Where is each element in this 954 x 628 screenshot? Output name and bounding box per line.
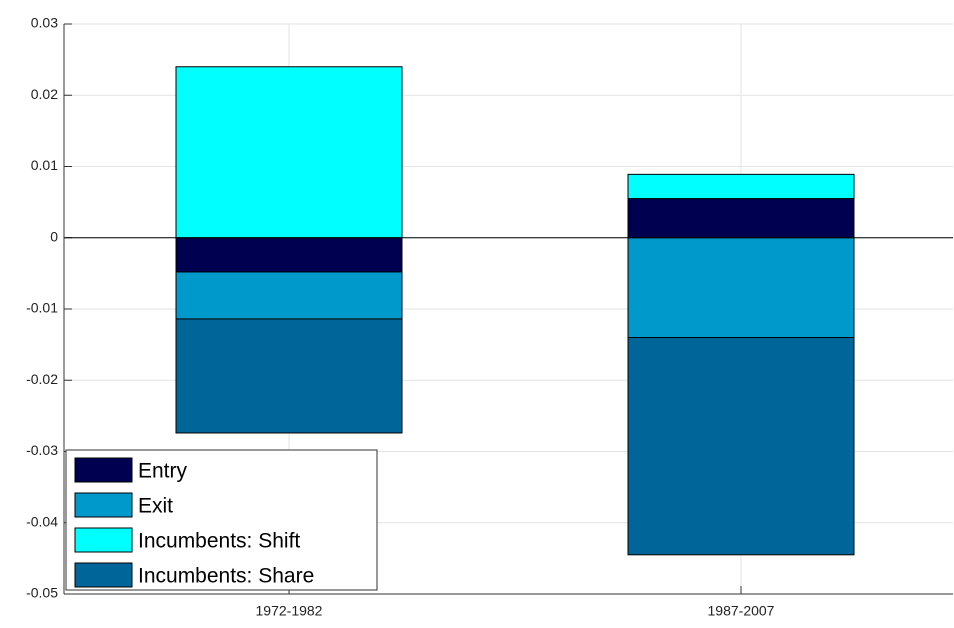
legend-label: Incumbents: Share [138, 565, 314, 588]
legend-swatch [74, 527, 133, 553]
legend-swatch [74, 562, 133, 588]
legend-swatch [74, 492, 133, 518]
bar-segment [627, 173, 855, 200]
bar-segment [175, 318, 403, 434]
legend-label: Entry [138, 460, 188, 483]
bar-segment [627, 337, 855, 556]
y-tick-label: -0.05 [26, 585, 58, 601]
bar-segment [175, 271, 403, 320]
legend-label: Incumbents: Shift [138, 530, 300, 553]
y-tick-label: -0.02 [26, 371, 58, 387]
y-tick-label: 0.01 [31, 157, 58, 173]
bar-segment [627, 198, 855, 239]
x-tick-label: 1972-1982 [256, 603, 323, 619]
y-tick-label: 0.03 [31, 15, 58, 31]
legend-label: Exit [138, 495, 173, 518]
bar-segment [175, 237, 403, 273]
y-tick-label: -0.03 [26, 442, 58, 458]
y-tick-label: -0.04 [26, 513, 58, 529]
y-tick-label: -0.01 [26, 300, 58, 316]
bar-segment [175, 66, 403, 239]
x-tick-label: 1987-2007 [708, 603, 775, 619]
y-tick-label: 0 [50, 228, 58, 244]
legend-swatch [74, 457, 133, 483]
bar-segment [627, 237, 855, 338]
y-tick-label: 0.02 [31, 86, 58, 102]
